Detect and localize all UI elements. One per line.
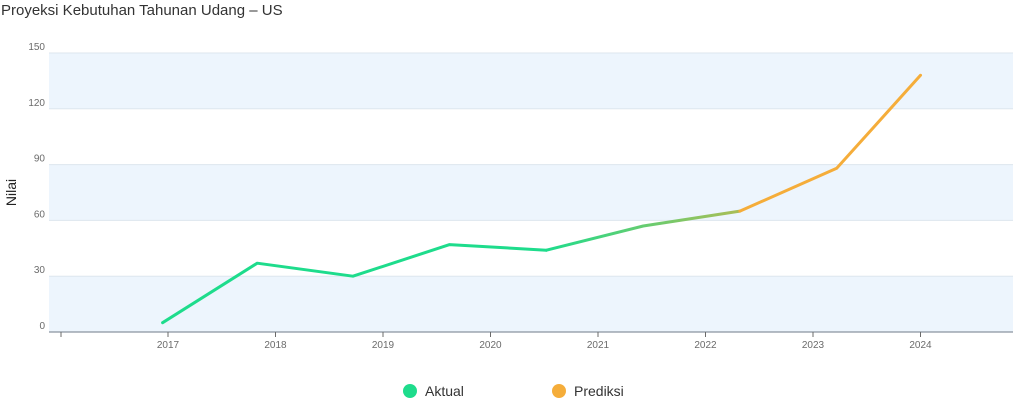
- y-axis-ticks: 0 30 60 90 120 150: [28, 42, 45, 332]
- legend-dot-aktual: [403, 384, 417, 398]
- x-axis: 2017 2018 2019 2020 2021 2022 2023 2024: [49, 331, 1013, 351]
- y-tick-label: 150: [28, 42, 45, 53]
- grid-band: [49, 276, 1013, 332]
- y-tick-label: 30: [34, 265, 46, 276]
- x-tick-label: 2017: [157, 340, 180, 351]
- legend-dot-prediksi: [552, 384, 566, 398]
- x-tick-label: 2019: [372, 340, 395, 351]
- grid-band: [49, 53, 1013, 109]
- y-tick-label: 60: [34, 209, 46, 220]
- chart-title: Proyeksi Kebutuhan Tahunan Udang – US: [1, 2, 283, 19]
- series-line-aktual: [161, 243, 548, 325]
- series-line-prediksi: [738, 73, 922, 213]
- y-tick-label: 90: [34, 154, 46, 165]
- x-tick-label: 2023: [802, 340, 825, 351]
- y-tick-label: 120: [28, 98, 45, 109]
- y-axis-label: Nilai: [3, 179, 19, 206]
- gridlines: [49, 52, 1013, 277]
- series-lines: [161, 73, 922, 325]
- legend-item-prediksi[interactable]: Prediksi: [552, 383, 624, 399]
- y-tick-label: 0: [39, 321, 45, 332]
- grid-band: [49, 164, 1013, 221]
- x-tick-label: 2021: [587, 340, 610, 351]
- legend: Aktual Prediksi: [0, 383, 1026, 403]
- x-tick-label: 2022: [694, 340, 717, 351]
- background-bands: [49, 53, 1013, 332]
- legend-label-aktual: Aktual: [425, 383, 464, 399]
- series-line-transition: [544, 209, 742, 252]
- legend-item-aktual[interactable]: Aktual: [403, 383, 464, 399]
- x-tick-label: 2018: [264, 340, 287, 351]
- legend-label-prediksi: Prediksi: [574, 383, 624, 399]
- x-tick-label: 2024: [909, 340, 932, 351]
- x-tick-label: 2020: [479, 340, 502, 351]
